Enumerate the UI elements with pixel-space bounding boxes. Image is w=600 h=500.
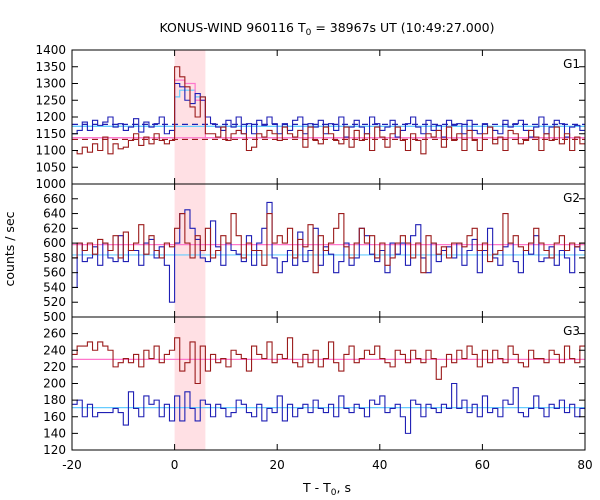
x-tick-label: 0 [171,458,179,472]
panel-g3: 120 140 160 180 200 220 240 260 G3 [43,316,586,457]
x-tick-label: 20 [270,458,285,472]
y-tick-label: 1000 [35,177,66,191]
y-axis-label: counts / sec [2,211,17,286]
y-tick-label: 140 [43,426,66,440]
panel-frame [71,316,586,451]
panels-group: 100010501100115012001250130013501400G150… [35,43,592,472]
series-histogram-0 [72,201,585,303]
y-tick-label: 1200 [35,110,66,124]
y-tick-label: 1050 [35,160,66,174]
panel-g1: 1000 1050 1100 1150 1200 1250 1300 1350 1400 G1 [35,43,586,191]
y-tick-label: 160 [43,410,66,424]
y-tick-label: 500 [43,310,66,324]
y-tick-label: 1350 [35,60,66,74]
y-tick-label: 180 [43,393,66,407]
y-tick-label: 660 [43,192,66,206]
y-tick-label: 620 [43,221,66,235]
x-tick-label: 80 [577,458,592,472]
y-tick-label: 1300 [35,77,66,91]
series-histogram-0 [72,382,585,434]
y-tick-label: 200 [43,377,66,391]
y-tick-label: 260 [43,327,66,341]
y-tick-label: 640 [43,207,66,221]
x-tick-label: 40 [372,458,387,472]
y-tick-label: 1250 [35,93,66,107]
panel-label: G1 [563,57,580,71]
x-tick-label: 60 [475,458,490,472]
y-tick-label: 1400 [35,43,66,57]
panel-frame [71,49,586,185]
y-tick-label: 1150 [35,127,66,141]
chart-title: KONUS-WIND 960116 T0 = 38967s UT (10:49:… [159,20,494,38]
series-histogram-1 [72,213,585,274]
y-tick-label: 240 [43,343,66,357]
y-tick-label: 120 [43,443,66,457]
y-tick-label: 580 [43,251,66,265]
y-tick-label: 600 [43,236,66,250]
panel-label: G2 [563,191,580,205]
y-tick-label: 520 [43,295,66,309]
x-axis-label: T - T0, s [302,480,351,498]
x-tick-label: -20 [62,458,82,472]
series-histogram-1 [72,66,585,155]
panel-label: G3 [563,324,580,338]
y-tick-label: 1100 [35,144,66,158]
y-tick-label: 220 [43,360,66,374]
series-histogram-1 [72,337,585,385]
y-tick-label: 540 [43,280,66,294]
y-tick-label: 560 [43,266,66,280]
